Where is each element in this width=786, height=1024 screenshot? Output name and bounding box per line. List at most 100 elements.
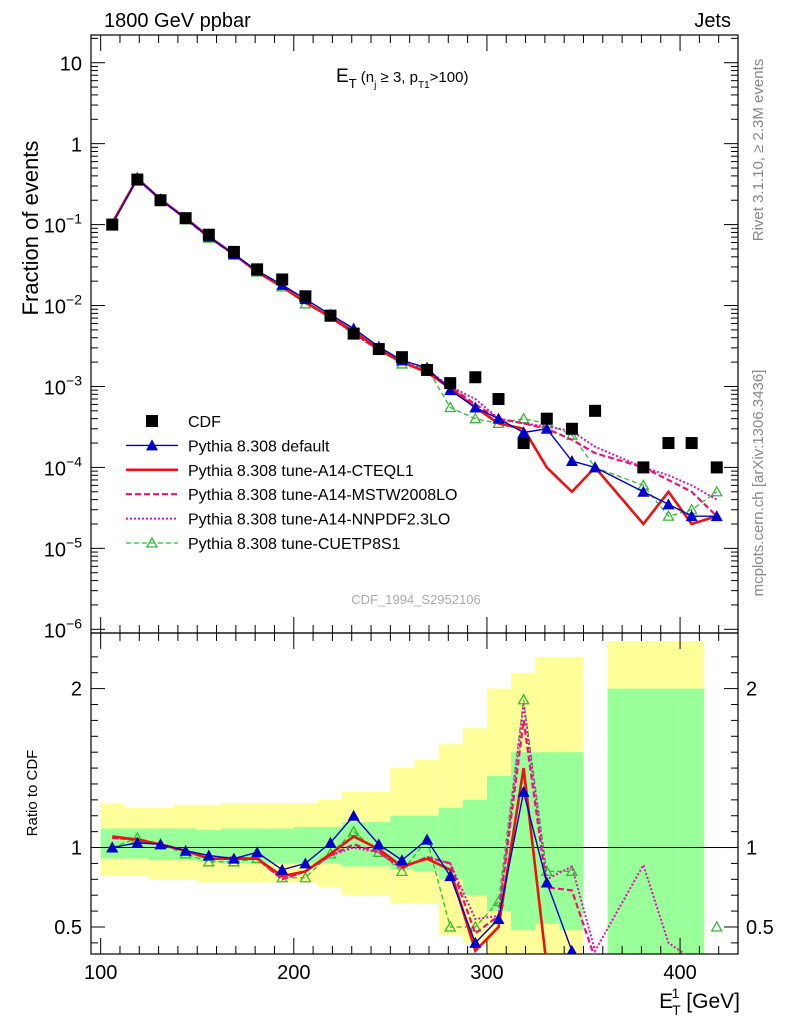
data-point-triangle: [444, 384, 457, 396]
data-point-square: [565, 422, 578, 435]
data-point-triangle: [299, 857, 312, 869]
data-point-triangle: [565, 455, 578, 467]
band-green-segment: [269, 828, 294, 864]
data-point-open-triangle: [517, 412, 530, 424]
y-tick-label: 10−1: [44, 211, 82, 238]
data-point-square: [637, 461, 650, 474]
data-point-triangle: [106, 841, 119, 853]
x-axis-ticks: 100 200 300 400: [84, 35, 739, 984]
ratio-y-axis-label: Ratio to CDF: [24, 750, 41, 837]
band-green-segment: [631, 688, 656, 954]
data-point-open-triangle: [469, 412, 482, 424]
data-point-triangle: [540, 422, 553, 434]
data-point-open-triangle: [565, 865, 579, 877]
y-tick-label: 10−2: [44, 292, 82, 319]
data-point-open-triangle: [444, 401, 457, 413]
data-point-open-triangle: [662, 509, 675, 521]
mcplots-label: mcplots.cern.ch [arXiv:1306.3436]: [750, 370, 767, 597]
band-green-segment: [559, 752, 584, 931]
data-point-triangle: [179, 844, 192, 856]
ratio-tick-label: 0.5: [54, 917, 82, 939]
data-point-triangle: [251, 846, 264, 858]
data-point-triangle: [372, 838, 385, 850]
ratio-y-axis-ticks: 0.5 0.5 1 1 2 2: [54, 656, 774, 944]
x-tick-label: 300: [470, 962, 503, 984]
data-point-triangle: [202, 849, 215, 861]
legend-label: Pythia 8.308 default: [188, 438, 330, 455]
data-point-square: [492, 393, 505, 406]
main-y-axis-label: Fraction of events: [18, 141, 43, 316]
x-tick-label: 400: [663, 962, 696, 984]
y-tick-label: 1: [71, 135, 82, 157]
legend-label: Pythia 8.308 tune-CUETP8S1: [188, 536, 401, 553]
data-point-square: [251, 263, 264, 276]
band-green-segment: [680, 688, 705, 954]
data-point-triangle: [685, 510, 698, 522]
analysis-id-label: CDF_1994_S2952106: [351, 592, 480, 607]
data-point-square: [444, 377, 457, 390]
data-point-triangle: [492, 913, 505, 925]
data-point-triangle: [444, 870, 457, 882]
jets-label: Jets: [694, 10, 731, 32]
data-point-square: [347, 327, 360, 340]
y-tick-label: 10−6: [44, 615, 82, 642]
legend-label: Pythia 8.308 tune-A14-MSTW2008LO: [188, 487, 457, 504]
ratio-series-clipped: [106, 693, 723, 954]
data-point-open-triangle: [710, 485, 723, 497]
data-point-open-triangle: [517, 693, 530, 705]
data-point-square: [146, 415, 158, 427]
data-point-square: [517, 437, 530, 450]
data-point-triangle: [710, 510, 723, 522]
data-point-open-triangle: [202, 855, 215, 867]
y-tick-label: 10−5: [44, 534, 82, 561]
data-point-square: [131, 173, 144, 186]
data-point-triangle: [146, 439, 158, 451]
data-point-open-triangle: [492, 895, 505, 907]
rivet-version-label: Rivet 3.1.10, ≥ 2.3M events: [750, 59, 767, 242]
data-point-square: [395, 351, 408, 364]
main-series-group: [106, 171, 723, 527]
data-point-square: [540, 412, 553, 425]
ratio-tick-label: 1: [71, 838, 82, 860]
data-point-triangle: [421, 833, 434, 845]
data-point-triangle: [517, 785, 530, 797]
y-tick-label: 10−4: [44, 453, 82, 480]
data-point-square: [662, 437, 675, 450]
ratio-tick-label-right: 2: [746, 679, 757, 701]
data-point-square: [299, 290, 312, 303]
main-y-axis-ticks: 10 1 10−1 10−2 10−3 10−4 10−5 10−6: [44, 37, 738, 642]
data-point-open-triangle: [710, 920, 723, 932]
data-point-triangle: [154, 838, 167, 850]
data-point-open-triangle: [299, 871, 312, 883]
data-point-triangle: [227, 852, 240, 864]
data-point-triangle: [637, 485, 650, 497]
ratio-tick-label-right: 1: [746, 838, 757, 860]
series-cdf: [106, 173, 723, 474]
ratio-uncertainty-bands: [100, 640, 705, 954]
y-tick-label: 10: [60, 54, 82, 76]
legend-label: Pythia 8.308 tune-A14-CTEQL1: [188, 463, 414, 480]
ratio-tick-label: 2: [71, 679, 82, 701]
data-point-square: [202, 228, 215, 241]
ratio-line: [112, 704, 687, 954]
data-point-square: [227, 245, 240, 258]
data-point-open-triangle: [444, 920, 457, 932]
data-point-square: [421, 363, 434, 376]
ratio-tick-label-right: 0.5: [746, 917, 774, 939]
y-tick-label: 10−3: [44, 372, 82, 399]
data-point-triangle: [589, 461, 602, 473]
energy-label: 1800 GeV ppbar: [104, 10, 251, 32]
data-point-square: [372, 343, 385, 356]
data-point-open-triangle: [395, 865, 409, 877]
data-point-square: [589, 404, 602, 417]
band-green-segment: [607, 688, 632, 954]
data-point-triangle: [347, 809, 360, 821]
data-point-triangle: [324, 836, 337, 848]
data-point-triangle: [395, 854, 408, 866]
ratio-series-group: [106, 693, 723, 954]
data-point-triangle: [566, 944, 577, 954]
data-point-triangle: [131, 836, 144, 848]
ratio-series-default: [106, 785, 577, 954]
data-point-square: [154, 194, 167, 207]
